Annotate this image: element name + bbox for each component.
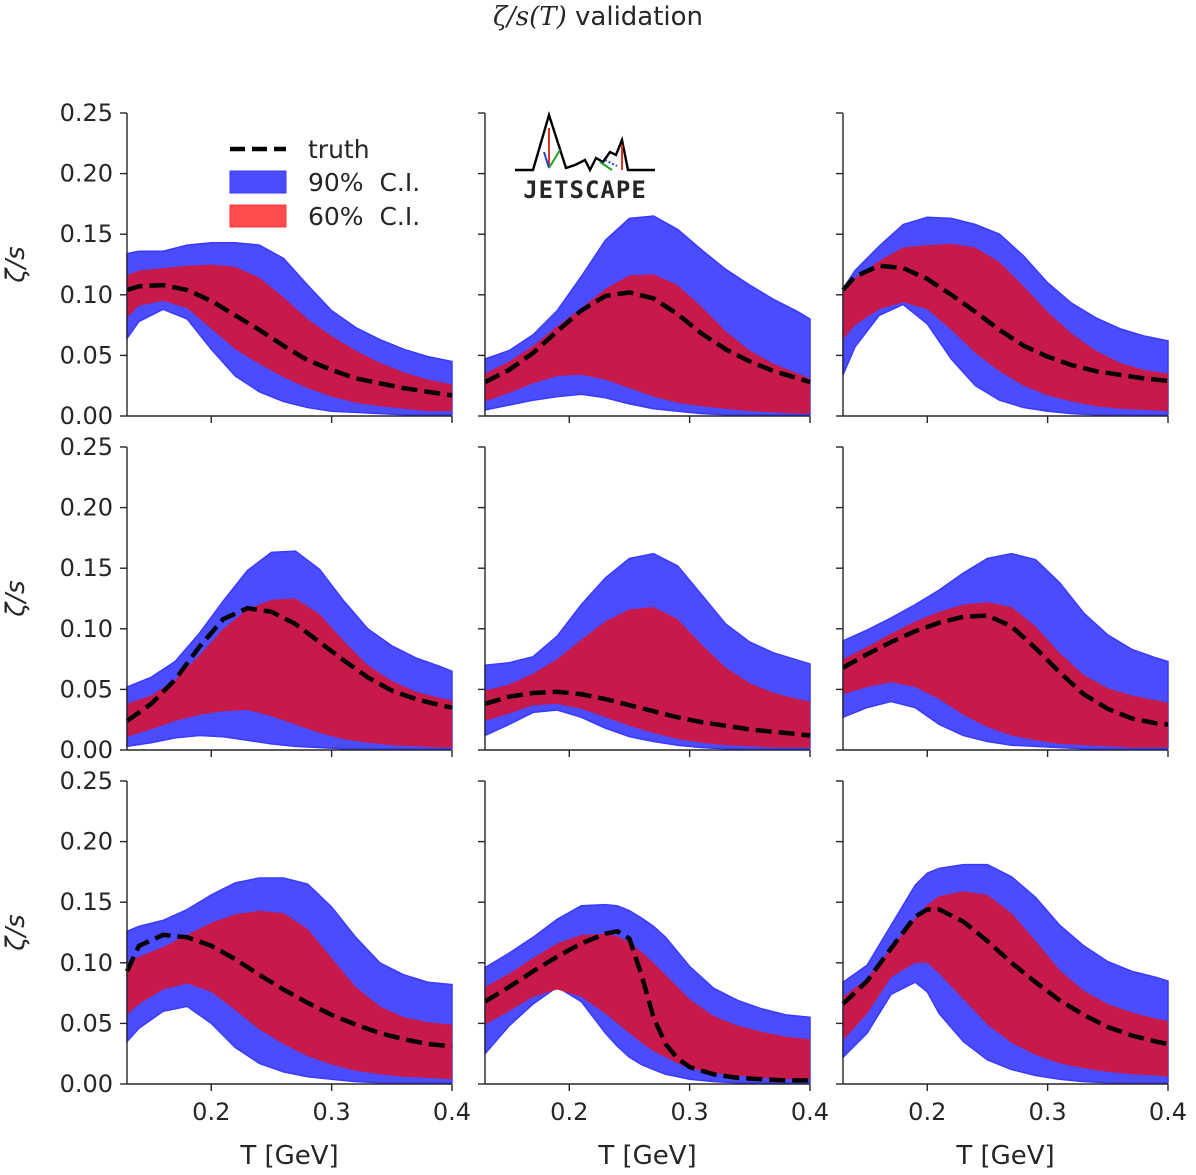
y-tick-label: 0.15 — [60, 888, 113, 916]
logo-blue-dots — [604, 159, 618, 167]
truth-line — [124, 932, 453, 1049]
band-60-ci — [127, 264, 452, 412]
truth-line — [484, 689, 811, 738]
y-tick-label: 0.05 — [60, 1009, 113, 1037]
y-axis-label: ζ/s — [1, 246, 31, 283]
panel-2 — [478, 112, 811, 423]
panel-4: 0.00 0.05 0.10 0.15 0.20 0.25 ζ/s — [1, 433, 453, 764]
logo-green-line-2 — [599, 161, 613, 171]
x-tick-label: 0.2 — [908, 1098, 946, 1126]
truth-line — [125, 605, 453, 723]
truth-line — [483, 290, 811, 385]
legend: truth 90% C.I. 60% C.I. — [229, 135, 420, 231]
legend-90-swatch — [229, 170, 287, 194]
y-tick-label: 0.05 — [60, 341, 113, 369]
x-axis-label: T [GeV] — [239, 1141, 338, 1171]
y-axis-label: ζ/s — [1, 914, 31, 951]
panel-1: 0.00 0.05 0.10 0.15 0.20 0.25 ζ/s — [1, 99, 453, 430]
legend-60-swatch — [229, 204, 287, 228]
panel-6 — [836, 446, 1169, 757]
y-tick-label: 0.20 — [60, 160, 113, 188]
y-tick-label: 0.00 — [60, 402, 113, 430]
band-60-ci — [127, 598, 452, 748]
y-tick-label: 0.10 — [60, 615, 113, 643]
y-tick-label: 0.15 — [60, 220, 113, 248]
y-tick-label: 0.25 — [60, 433, 113, 461]
panel-7: 0.00 0.05 0.10 0.15 0.20 0.25 0.2 0.3 0.4 ζ/s T [G… — [1, 767, 471, 1171]
x-tick-label: 0.4 — [791, 1098, 829, 1126]
y-tick-label: 0.15 — [60, 554, 113, 582]
panel-3 — [836, 112, 1169, 423]
y-tick-label: 0.25 — [60, 99, 113, 127]
logo-green-line — [548, 149, 561, 169]
y-tick-label: 0.10 — [60, 281, 113, 309]
logo-peaks-icon — [515, 110, 655, 173]
x-tick-label: 0.2 — [550, 1098, 588, 1126]
truth-line — [483, 928, 810, 1083]
y-axis-label: ζ/s — [1, 580, 31, 617]
x-tick-label: 0.3 — [313, 1098, 351, 1126]
y-tick-label: 0.25 — [60, 767, 113, 795]
band-60-ci — [485, 274, 810, 414]
band-60-ci — [843, 891, 1168, 1077]
legend-truth-label: truth — [308, 135, 370, 164]
panel-9: 0.2 0.3 0.4 T [GeV] — [836, 780, 1187, 1171]
band-60-ci — [485, 933, 810, 1080]
figure-title-rest: validation — [566, 2, 704, 32]
y-tick-label: 0.20 — [60, 828, 113, 856]
x-tick-label: 0.3 — [671, 1098, 709, 1126]
truth-line — [841, 613, 1169, 727]
legend-60-label: 60% C.I. — [308, 202, 420, 231]
truth-line — [841, 907, 1169, 1047]
truth-line — [841, 263, 1169, 384]
y-tick-label: 0.10 — [60, 949, 113, 977]
y-tick-label: 0.00 — [60, 1070, 113, 1098]
y-tick-label: 0.20 — [60, 494, 113, 522]
x-axis-label: T [GeV] — [955, 1141, 1054, 1171]
truth-line — [126, 282, 453, 398]
panel-5 — [478, 446, 811, 757]
panel-8: 0.2 0.3 0.4 T [GeV] — [478, 780, 829, 1171]
band-60-ci — [843, 602, 1168, 748]
jetscape-logo: JETSCAPE — [515, 110, 655, 204]
logo-text: JETSCAPE — [523, 176, 647, 204]
figure-title: ζ/s(T) validation — [0, 2, 1196, 32]
logo-blue-line — [543, 151, 550, 169]
band-60-ci — [485, 607, 810, 748]
legend-90-label: 90% C.I. — [308, 168, 420, 197]
x-tick-label: 0.3 — [1029, 1098, 1067, 1126]
y-tick-label: 0.05 — [60, 675, 113, 703]
panels-layer: 0.000.050.100.150.200.25ζ/s0.000.050.100… — [1, 99, 1187, 1171]
x-tick-label: 0.4 — [1149, 1098, 1187, 1126]
x-axis-label: T [GeV] — [597, 1141, 696, 1171]
x-tick-label: 0.4 — [433, 1098, 471, 1126]
y-tick-label: 0.00 — [60, 736, 113, 764]
figure-title-symbol: ζ/s(T) — [492, 2, 567, 32]
x-tick-label: 0.2 — [192, 1098, 230, 1126]
